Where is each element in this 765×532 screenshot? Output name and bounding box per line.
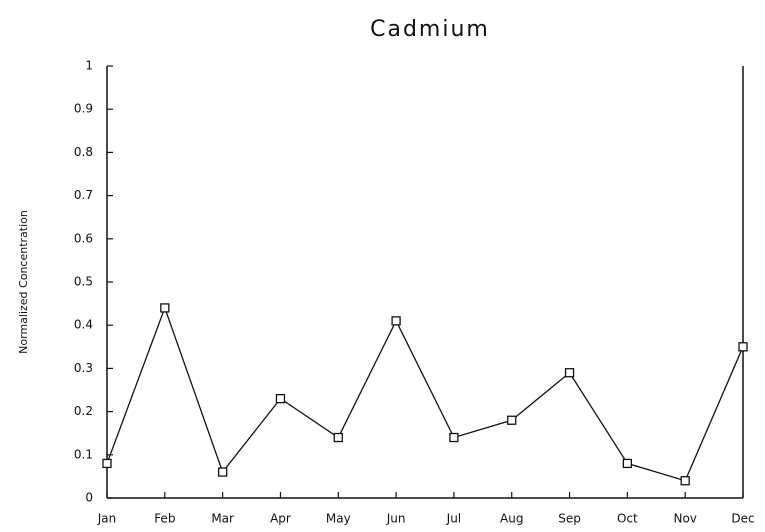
- y-tick-label: 0.6: [74, 231, 93, 245]
- data-point: [680, 476, 690, 486]
- data-point: [738, 342, 748, 352]
- y-tick-label: 0.8: [74, 145, 93, 159]
- data-point: [217, 467, 228, 477]
- x-tick-label: Feb: [154, 512, 175, 526]
- y-axis-label: Normalized Concentration: [17, 210, 30, 354]
- y-tick-label: 0.3: [74, 361, 93, 375]
- data-point: [160, 303, 170, 313]
- y-tick-label: 0: [85, 491, 93, 505]
- series-line: [106, 306, 744, 482]
- x-tick-label: Sep: [558, 512, 581, 526]
- data-point: [507, 415, 517, 425]
- y-tick-label: 0.2: [74, 404, 93, 418]
- y-tick-label: 0.1: [74, 447, 93, 461]
- data-point: [391, 316, 401, 326]
- x-tick-label: May: [326, 512, 351, 526]
- x-tick-label: Jul: [446, 512, 461, 526]
- chart-title: Cadmium: [370, 17, 490, 42]
- x-tick-label: Jan: [97, 512, 117, 526]
- y-tick-label: 0.7: [74, 188, 93, 202]
- y-tick-label: 0.5: [74, 275, 93, 289]
- y-tick-label: 1: [85, 59, 93, 73]
- x-tick-label: Aug: [500, 512, 523, 526]
- data-point: [275, 393, 286, 404]
- x-tick-label: Dec: [731, 512, 754, 526]
- data-point: [622, 458, 633, 469]
- x-tick-label: Oct: [617, 512, 638, 526]
- data-point: [102, 458, 112, 469]
- y-tick-label: 0.4: [74, 318, 93, 332]
- data-point: [449, 432, 459, 443]
- data-point: [333, 432, 343, 443]
- x-tick-label: Jun: [386, 512, 406, 526]
- x-tick-label: Nov: [673, 512, 696, 526]
- data-point: [564, 368, 575, 378]
- x-tick-label: Mar: [211, 512, 234, 526]
- y-tick-label: 0.9: [74, 102, 93, 116]
- x-tick-label: Apr: [270, 512, 291, 526]
